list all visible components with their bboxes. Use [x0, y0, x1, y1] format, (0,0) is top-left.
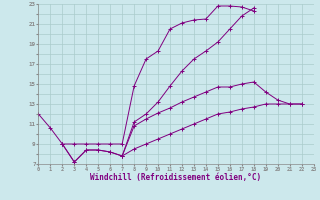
X-axis label: Windchill (Refroidissement éolien,°C): Windchill (Refroidissement éolien,°C) — [91, 173, 261, 182]
